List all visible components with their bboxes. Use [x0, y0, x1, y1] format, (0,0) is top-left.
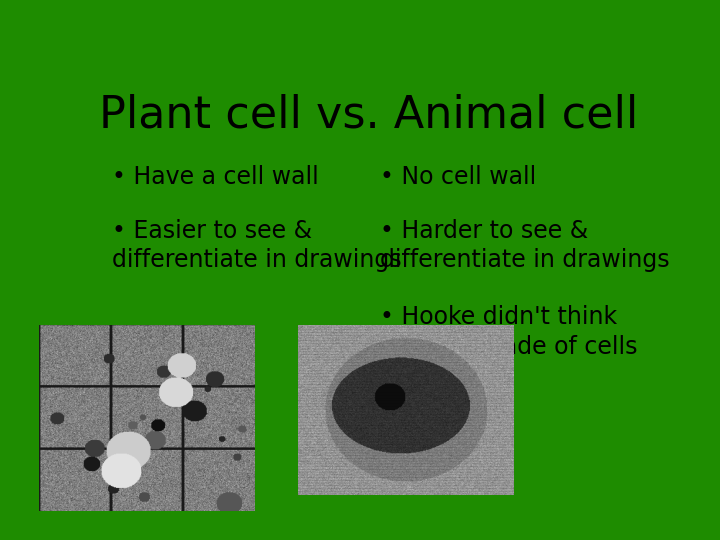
Text: • Harder to see &
differentiate in drawings: • Harder to see & differentiate in drawi…	[380, 219, 670, 272]
Text: • Easier to see &
differentiate in drawings: • Easier to see & differentiate in drawi…	[112, 219, 402, 272]
Text: • Have a cell wall: • Have a cell wall	[112, 165, 319, 188]
Text: Plant cell vs. Animal cell: Plant cell vs. Animal cell	[99, 94, 639, 137]
Text: • No cell wall: • No cell wall	[380, 165, 536, 188]
Text: • Hooke didn't think
animals made of cells: • Hooke didn't think animals made of cel…	[380, 305, 638, 359]
